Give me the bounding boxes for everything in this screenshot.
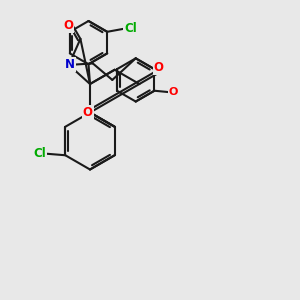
Text: O: O (82, 106, 93, 119)
Text: Cl: Cl (124, 22, 137, 35)
Text: O: O (154, 61, 164, 74)
Text: N: N (65, 58, 75, 71)
Text: O: O (63, 19, 73, 32)
Text: Cl: Cl (34, 147, 46, 160)
Text: O: O (169, 87, 178, 97)
